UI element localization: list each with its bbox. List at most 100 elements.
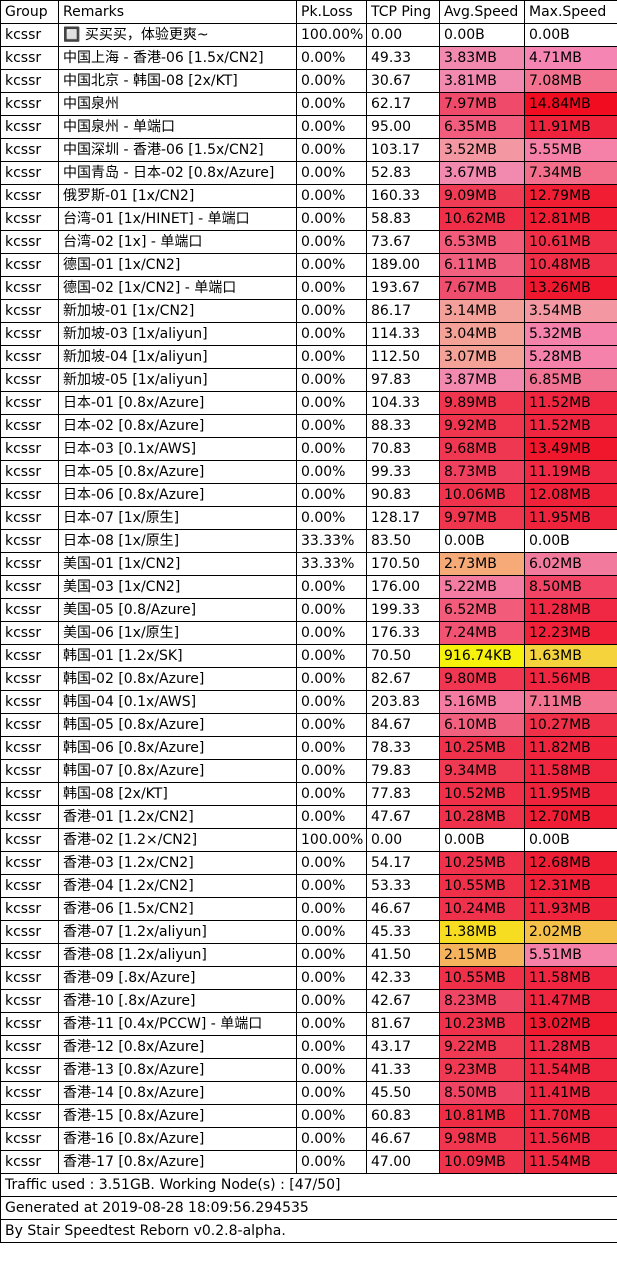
tcp-ping-cell: 41.50 bbox=[366, 943, 440, 967]
remark-cell: 香港-02 [1.2×/CN2] bbox=[58, 828, 297, 852]
header-avg-speed: Avg.Speed bbox=[439, 0, 525, 24]
remark-cell: 香港-15 [0.8x/Azure] bbox=[58, 1104, 297, 1128]
tcp-ping-cell: 62.17 bbox=[366, 92, 440, 116]
table-row: kcssr 香港-07 [1.2x/aliyun] 0.00% 45.33 1.38MB… bbox=[0, 920, 617, 944]
packet-loss-cell: 0.00% bbox=[296, 644, 367, 668]
table-row: kcssr 新加坡-05 [1x/aliyun] 0.00% 97.83 3.87MB 6… bbox=[0, 368, 617, 392]
avg-speed-cell: 10.28MB bbox=[439, 805, 525, 829]
tcp-ping-cell: 176.00 bbox=[366, 575, 440, 599]
remark-cell: 新加坡-01 [1x/CN2] bbox=[58, 299, 297, 323]
group-cell: kcssr bbox=[0, 943, 59, 967]
packet-loss-cell: 0.00% bbox=[296, 46, 367, 70]
max-speed-cell: 11.56MB bbox=[524, 1127, 617, 1151]
packet-loss-cell: 0.00% bbox=[296, 253, 367, 277]
remark-cell: 台湾-01 [1x/HINET] - 单端口 bbox=[58, 207, 297, 231]
packet-loss-cell: 0.00% bbox=[296, 943, 367, 967]
max-speed-cell: 11.58MB bbox=[524, 966, 617, 990]
table-row: kcssr 韩国-06 [0.8x/Azure] 0.00% 78.33 10.25MB… bbox=[0, 736, 617, 760]
packet-loss-cell: 0.00% bbox=[296, 92, 367, 116]
tcp-ping-cell: 53.33 bbox=[366, 874, 440, 898]
header-group: Group bbox=[0, 0, 59, 24]
remark-cell: 香港-17 [0.8x/Azure] bbox=[58, 1150, 297, 1174]
group-cell: kcssr bbox=[0, 644, 59, 668]
avg-speed-cell: 10.23MB bbox=[439, 1012, 525, 1036]
remark-cell: 新加坡-04 [1x/aliyun] bbox=[58, 345, 297, 369]
packet-loss-cell: 33.33% bbox=[296, 552, 367, 576]
packet-loss-cell: 0.00% bbox=[296, 115, 367, 139]
max-speed-cell: 11.95MB bbox=[524, 782, 617, 806]
avg-speed-cell: 10.09MB bbox=[439, 1150, 525, 1174]
max-speed-cell: 5.55MB bbox=[524, 138, 617, 162]
max-speed-cell: 0.00B bbox=[524, 23, 617, 47]
remark-cell: 日本-01 [0.8x/Azure] bbox=[58, 391, 297, 415]
avg-speed-cell: 916.74KB bbox=[439, 644, 525, 668]
packet-loss-cell: 0.00% bbox=[296, 391, 367, 415]
max-speed-cell: 10.27MB bbox=[524, 713, 617, 737]
max-speed-cell: 11.47MB bbox=[524, 989, 617, 1013]
max-speed-cell: 11.28MB bbox=[524, 598, 617, 622]
max-speed-cell: 5.51MB bbox=[524, 943, 617, 967]
table-row: kcssr 新加坡-01 [1x/CN2] 0.00% 86.17 3.14MB 3.54… bbox=[0, 299, 617, 323]
tcp-ping-cell: 78.33 bbox=[366, 736, 440, 760]
max-speed-cell: 12.81MB bbox=[524, 207, 617, 231]
group-cell: kcssr bbox=[0, 1150, 59, 1174]
remark-cell: 香港-16 [0.8x/Azure] bbox=[58, 1127, 297, 1151]
remark-cell: 🔲 买买买，体验更爽~ bbox=[58, 23, 297, 47]
remark-cell: 美国-05 [0.8/Azure] bbox=[58, 598, 297, 622]
group-cell: kcssr bbox=[0, 230, 59, 254]
avg-speed-cell: 10.81MB bbox=[439, 1104, 525, 1128]
remark-cell: 香港-07 [1.2x/aliyun] bbox=[58, 920, 297, 944]
packet-loss-cell: 0.00% bbox=[296, 207, 367, 231]
avg-speed-cell: 0.00B bbox=[439, 529, 525, 553]
packet-loss-cell: 0.00% bbox=[296, 299, 367, 323]
tcp-ping-cell: 42.67 bbox=[366, 989, 440, 1013]
table-row: kcssr 香港-10 [.8x/Azure] 0.00% 42.67 8.23MB 11… bbox=[0, 989, 617, 1013]
max-speed-cell: 14.84MB bbox=[524, 92, 617, 116]
max-speed-cell: 11.91MB bbox=[524, 115, 617, 139]
tcp-ping-cell: 86.17 bbox=[366, 299, 440, 323]
group-cell: kcssr bbox=[0, 736, 59, 760]
table-row: kcssr 韩国-01 [1.2x/SK] 0.00% 70.50 916.74KB 1.… bbox=[0, 644, 617, 668]
remark-cell: 日本-03 [0.1x/AWS] bbox=[58, 437, 297, 461]
packet-loss-cell: 0.00% bbox=[296, 667, 367, 691]
remark-cell: 中国青岛 - 日本-02 [0.8x/Azure] bbox=[58, 161, 297, 185]
group-cell: kcssr bbox=[0, 138, 59, 162]
remark-cell: 日本-07 [1x/原生] bbox=[58, 506, 297, 530]
avg-speed-cell: 3.83MB bbox=[439, 46, 525, 70]
max-speed-cell: 6.02MB bbox=[524, 552, 617, 576]
avg-speed-cell: 2.73MB bbox=[439, 552, 525, 576]
max-speed-cell: 7.11MB bbox=[524, 690, 617, 714]
packet-loss-cell: 0.00% bbox=[296, 759, 367, 783]
max-speed-cell: 11.58MB bbox=[524, 759, 617, 783]
max-speed-cell: 11.95MB bbox=[524, 506, 617, 530]
group-cell: kcssr bbox=[0, 299, 59, 323]
group-cell: kcssr bbox=[0, 184, 59, 208]
tcp-ping-cell: 81.67 bbox=[366, 1012, 440, 1036]
table-row: kcssr 美国-01 [1x/CN2] 33.33% 170.50 2.73MB 6.0… bbox=[0, 552, 617, 576]
table-row: kcssr 俄罗斯-01 [1x/CN2] 0.00% 160.33 9.09MB 12.… bbox=[0, 184, 617, 208]
tcp-ping-cell: 199.33 bbox=[366, 598, 440, 622]
avg-speed-cell: 3.07MB bbox=[439, 345, 525, 369]
avg-speed-cell: 2.15MB bbox=[439, 943, 525, 967]
remark-cell: 韩国-01 [1.2x/SK] bbox=[58, 644, 297, 668]
packet-loss-cell: 0.00% bbox=[296, 414, 367, 438]
packet-loss-cell: 0.00% bbox=[296, 851, 367, 875]
max-speed-cell: 12.70MB bbox=[524, 805, 617, 829]
footer-traffic-row: Traffic used : 3.51GB. Working Node(s) :… bbox=[0, 1173, 617, 1197]
max-speed-cell: 5.28MB bbox=[524, 345, 617, 369]
remark-cell: 日本-02 [0.8x/Azure] bbox=[58, 414, 297, 438]
group-cell: kcssr bbox=[0, 483, 59, 507]
max-speed-cell: 11.52MB bbox=[524, 391, 617, 415]
avg-speed-cell: 3.87MB bbox=[439, 368, 525, 392]
table-row: kcssr 德国-01 [1x/CN2] 0.00% 189.00 6.11MB 10.4… bbox=[0, 253, 617, 277]
packet-loss-cell: 0.00% bbox=[296, 874, 367, 898]
table-row: kcssr 韩国-07 [0.8x/Azure] 0.00% 79.83 9.34MB 1… bbox=[0, 759, 617, 783]
avg-speed-cell: 6.11MB bbox=[439, 253, 525, 277]
group-cell: kcssr bbox=[0, 805, 59, 829]
avg-speed-cell: 6.52MB bbox=[439, 598, 525, 622]
group-cell: kcssr bbox=[0, 1058, 59, 1082]
packet-loss-cell: 0.00% bbox=[296, 345, 367, 369]
remark-cell: 香港-10 [.8x/Azure] bbox=[58, 989, 297, 1013]
max-speed-cell: 10.61MB bbox=[524, 230, 617, 254]
remark-cell: 韩国-04 [0.1x/AWS] bbox=[58, 690, 297, 714]
